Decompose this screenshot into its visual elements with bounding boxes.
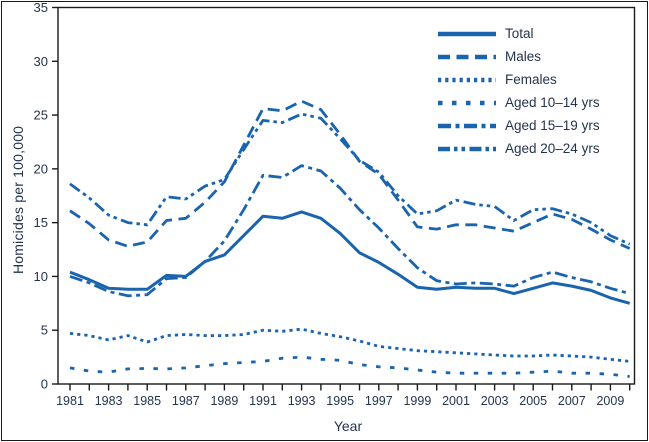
legend-item-males: Males (438, 45, 600, 68)
legend-label: Total (505, 26, 534, 41)
legend: Total Males Females Aged 10–14 yrs Aged … (438, 22, 600, 160)
series-line-aged-20-24-yrs (69, 112, 631, 246)
legend-line-solid-icon (438, 31, 496, 36)
x-tick-label: 1997 (365, 394, 393, 408)
legend-line-dash-dot-dot-icon (438, 146, 496, 151)
legend-line-dashed-icon (438, 54, 496, 59)
legend-item-females: Females (438, 68, 600, 91)
y-tick-label: 20 (34, 161, 48, 176)
legend-item-aged-15-19: Aged 15–19 yrs (438, 114, 600, 137)
y-axis-title: Homicides per 100,000 (10, 125, 26, 274)
y-tick-label: 5 (41, 323, 48, 338)
x-tick-label: 1995 (326, 394, 354, 408)
x-tick-label: 1999 (403, 394, 431, 408)
x-tick-label: 1989 (210, 394, 238, 408)
y-tick-label: 0 (41, 377, 48, 392)
series-line-females (69, 327, 630, 363)
legend-label: Aged 15–19 yrs (505, 118, 600, 133)
x-tick-label: 1985 (133, 394, 161, 408)
legend-line-sparse-dotted-icon (438, 100, 496, 105)
x-axis-title: Year (333, 418, 363, 434)
legend-label: Aged 10–14 yrs (505, 95, 600, 110)
series-line-males (69, 99, 631, 250)
y-tick-label: 25 (34, 108, 48, 123)
legend-label: Aged 20–24 yrs (505, 141, 600, 156)
x-tick-label: 1991 (249, 394, 277, 408)
legend-item-aged-10-14: Aged 10–14 yrs (438, 91, 600, 114)
x-tick-label: 1993 (288, 394, 316, 408)
y-tick-label: 35 (34, 2, 48, 15)
series-line-total (69, 210, 631, 305)
x-tick-label: 2009 (596, 394, 624, 408)
legend-item-aged-20-24: Aged 20–24 yrs (438, 137, 600, 160)
series-line-aged-10-14-yrs (69, 355, 630, 378)
x-tick-label: 2003 (481, 394, 509, 408)
legend-label: Males (505, 49, 542, 64)
series-line-aged-15-19-yrs (69, 164, 631, 298)
plot-frame (57, 6, 636, 385)
legend-label: Females (505, 72, 557, 87)
x-tick-label: 1981 (56, 394, 84, 408)
x-tick-label: 1987 (172, 394, 200, 408)
y-tick-label: 10 (34, 269, 48, 284)
y-tick-label: 30 (34, 54, 48, 69)
x-tick-label: 2001 (442, 394, 470, 408)
legend-item-total: Total (438, 22, 600, 45)
y-tick-label: 15 (34, 215, 48, 230)
legend-line-dash-dot-icon (438, 123, 496, 128)
x-tick-label: 2007 (558, 394, 586, 408)
x-tick-label: 2005 (519, 394, 547, 408)
x-tick-label: 1983 (95, 394, 123, 408)
legend-line-dotted-icon (438, 77, 496, 82)
